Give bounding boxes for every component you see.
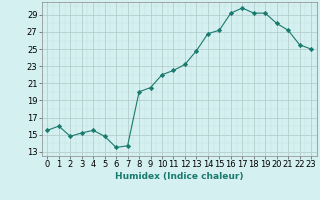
- X-axis label: Humidex (Indice chaleur): Humidex (Indice chaleur): [115, 172, 244, 181]
